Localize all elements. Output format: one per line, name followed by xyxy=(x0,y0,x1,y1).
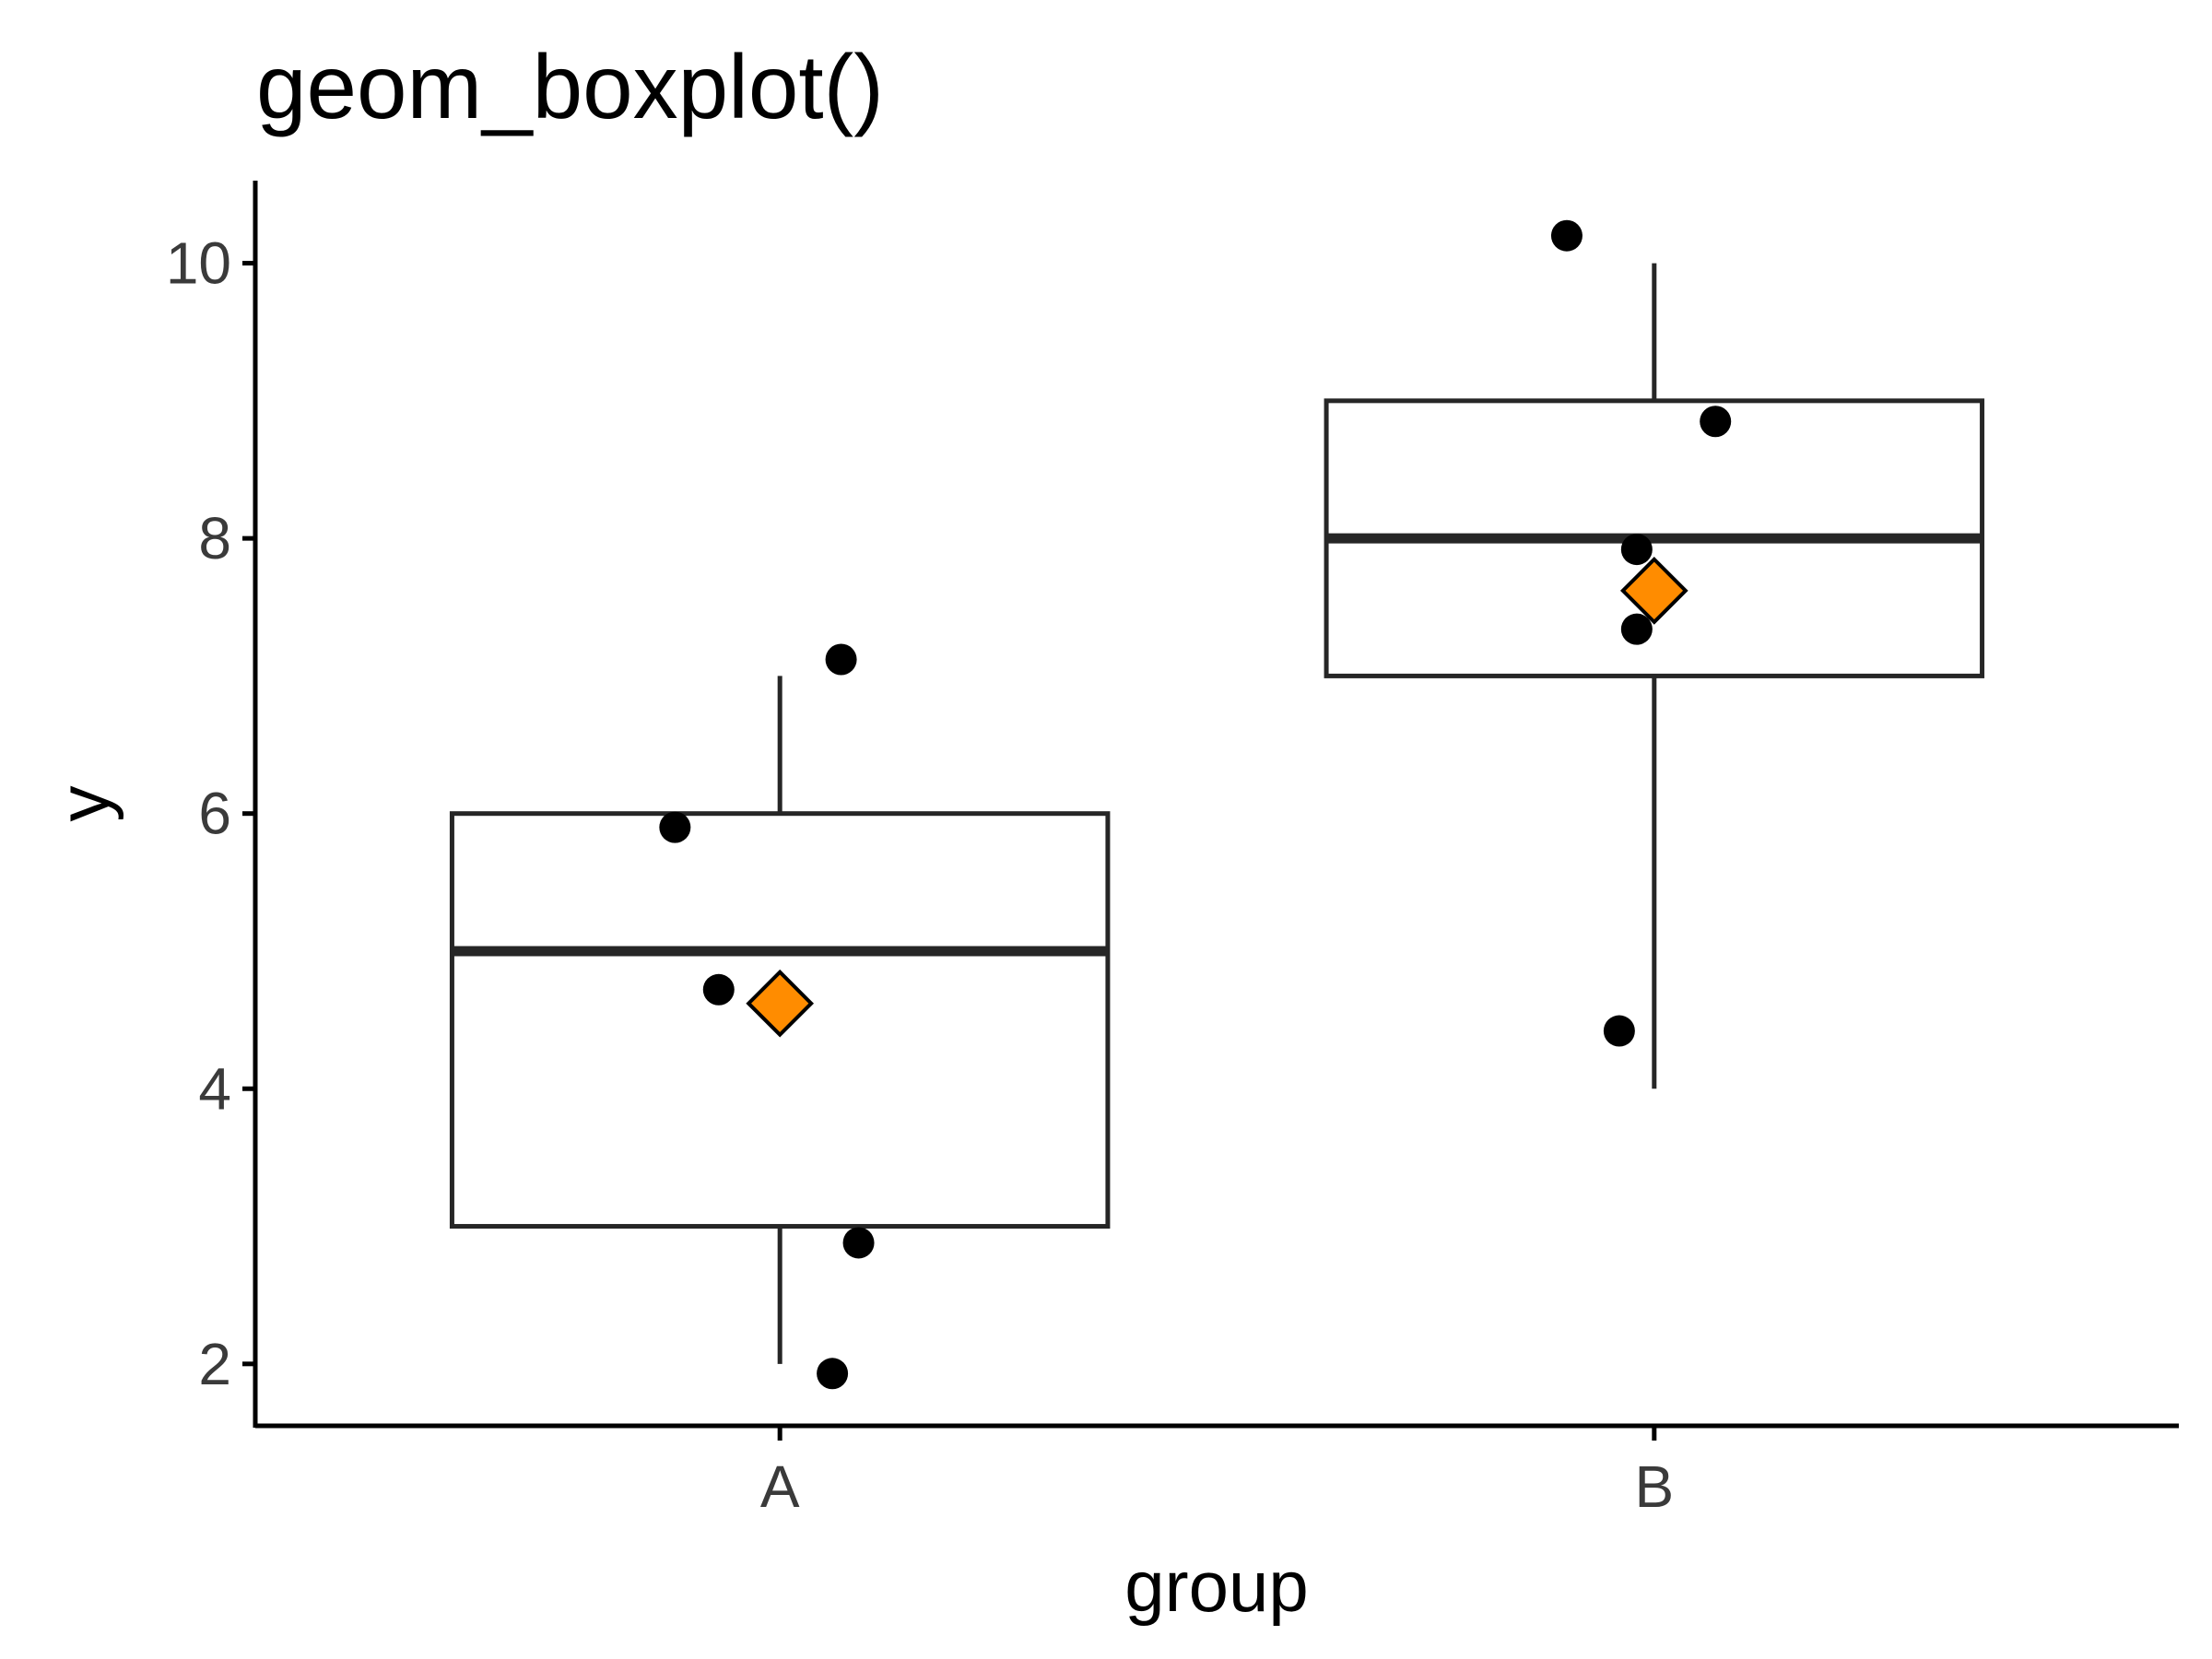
boxes-layer xyxy=(449,263,1985,1364)
points-layer xyxy=(659,219,1732,1390)
y-axis-ticks: 2 4 6 8 10 xyxy=(166,230,255,1397)
mean-marker-A xyxy=(746,969,815,1038)
x-tick-label-A: A xyxy=(760,1453,800,1520)
y-tick-label-2: 2 xyxy=(198,1331,231,1397)
data-point-A-4 xyxy=(817,1358,849,1390)
mean-marker-B xyxy=(1619,557,1688,625)
data-point-A-2 xyxy=(702,973,735,1006)
y-tick-label-6: 6 xyxy=(198,781,231,847)
y-tick-label-10: 10 xyxy=(166,230,231,297)
data-point-B-6 xyxy=(1700,406,1732,438)
data-point-A-1 xyxy=(825,643,857,676)
data-point-B-7 xyxy=(1620,534,1653,566)
data-point-B-9 xyxy=(1603,1015,1635,1047)
x-axis-title: group xyxy=(1124,1546,1309,1627)
y-axis-title: y xyxy=(43,786,124,822)
data-point-A-0 xyxy=(659,811,691,843)
chart-title: geom_boxplot() xyxy=(256,36,884,137)
box-B xyxy=(1324,263,1985,1089)
y-tick-label-4: 4 xyxy=(198,1055,231,1122)
x-tick-label-B: B xyxy=(1634,1453,1674,1520)
data-point-A-3 xyxy=(842,1227,875,1259)
data-point-B-8 xyxy=(1620,613,1653,645)
y-tick-label-8: 8 xyxy=(198,505,231,571)
means-layer xyxy=(746,557,1688,1038)
data-point-B-5 xyxy=(1550,219,1583,252)
